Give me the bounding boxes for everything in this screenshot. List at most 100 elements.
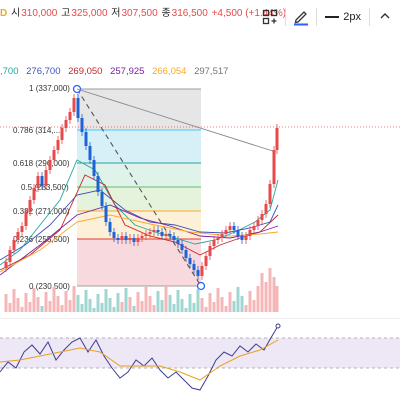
candlesticks bbox=[4, 94, 279, 280]
candle-body bbox=[148, 232, 152, 234]
volume-bar bbox=[108, 298, 112, 312]
fib-zone bbox=[77, 211, 201, 239]
candle-body bbox=[224, 230, 228, 234]
candle-body bbox=[92, 160, 96, 176]
add-widget-button[interactable] bbox=[259, 6, 281, 28]
candle-body bbox=[164, 234, 168, 236]
candle-body bbox=[220, 234, 224, 238]
volume-bar bbox=[172, 304, 176, 312]
candle-body bbox=[184, 250, 188, 258]
volume-bar bbox=[176, 290, 180, 312]
fib-zone bbox=[77, 163, 201, 187]
candle-body bbox=[156, 230, 160, 232]
candle-body bbox=[272, 150, 276, 184]
fib-label-0786: 0.786 (314,...) bbox=[13, 126, 63, 135]
volume-bar bbox=[24, 293, 28, 312]
candle-body bbox=[212, 240, 216, 246]
volume-bar bbox=[72, 286, 76, 312]
volume-bar bbox=[100, 303, 104, 312]
volume-bar bbox=[40, 306, 44, 312]
volume-bar bbox=[196, 289, 200, 312]
volume-bar bbox=[116, 293, 120, 312]
candle-body bbox=[16, 232, 20, 240]
rsi-line bbox=[0, 325, 279, 391]
line-width-icon bbox=[325, 16, 340, 18]
volume-bar bbox=[56, 296, 60, 312]
candle-body bbox=[32, 188, 36, 200]
volume-bar bbox=[168, 295, 172, 312]
volume-bar bbox=[256, 286, 260, 312]
candle-body bbox=[40, 176, 44, 186]
rsi-panel[interactable] bbox=[0, 318, 400, 400]
divider bbox=[285, 8, 287, 26]
interval-tag[interactable]: D bbox=[0, 8, 8, 19]
fib-anchor-handle[interactable] bbox=[196, 281, 206, 291]
fib-label-0618: 0.618 (296,000) bbox=[13, 159, 70, 168]
ma-value-4: 257,925 bbox=[110, 66, 145, 77]
volume-bar bbox=[156, 291, 160, 312]
candle-body bbox=[52, 150, 56, 160]
volume-bar bbox=[188, 294, 192, 312]
brush-icon bbox=[294, 11, 309, 26]
volume-bar bbox=[236, 287, 240, 312]
candle-body bbox=[88, 146, 92, 160]
candle-body bbox=[8, 250, 12, 262]
fib-label-0: 0 (230,500) bbox=[29, 282, 70, 291]
brush-color-button[interactable] bbox=[290, 6, 312, 28]
candle-body bbox=[96, 176, 100, 192]
volume-bar bbox=[92, 308, 96, 312]
open-label: 시 bbox=[11, 8, 21, 19]
candle-body bbox=[84, 132, 88, 146]
add-widget-icon bbox=[263, 9, 278, 25]
volume-bar bbox=[180, 299, 184, 312]
fib-label-0236: 0.236 (255,500) bbox=[13, 235, 70, 244]
volume-bar bbox=[64, 291, 68, 312]
candle-body bbox=[124, 236, 128, 240]
candle-body bbox=[188, 258, 192, 264]
volume-bar bbox=[164, 286, 168, 312]
trend-line[interactable] bbox=[76, 88, 277, 153]
candle-body bbox=[72, 98, 76, 112]
moving-average-legend: ,700 276,700 269,050 257,925 266,054 297… bbox=[0, 66, 233, 77]
candle-body bbox=[136, 238, 140, 242]
volume-bar bbox=[224, 306, 228, 312]
volume-bar bbox=[84, 290, 88, 312]
candle-body bbox=[64, 120, 68, 128]
collapse-button[interactable] bbox=[374, 6, 396, 28]
candle-body bbox=[128, 238, 132, 240]
candle-body bbox=[24, 212, 28, 226]
divider bbox=[369, 8, 370, 26]
volume-bar bbox=[212, 302, 216, 312]
volume-bar bbox=[128, 297, 132, 312]
moving-average-line bbox=[0, 159, 279, 266]
candle-body bbox=[140, 236, 144, 238]
candle-body bbox=[120, 236, 124, 240]
close-value: 316,500 bbox=[171, 8, 208, 19]
volume-bar bbox=[248, 291, 252, 312]
line-width-button[interactable]: 2px bbox=[321, 11, 365, 23]
fib-label-0382: 0.382 (271,000) bbox=[13, 207, 70, 216]
candle-body bbox=[28, 200, 32, 212]
volume-bar bbox=[76, 295, 80, 312]
volume-bar bbox=[160, 300, 164, 312]
ma-value-2: 276,700 bbox=[26, 66, 61, 77]
candle-body bbox=[232, 226, 236, 230]
fib-zone bbox=[77, 239, 201, 286]
volume-bar bbox=[184, 308, 188, 312]
volume-bar bbox=[96, 294, 100, 312]
volume-bar bbox=[28, 302, 32, 312]
candle-body bbox=[56, 140, 60, 150]
candle-body bbox=[108, 222, 112, 232]
candle-body bbox=[180, 244, 184, 250]
ma-value-6: 297,517 bbox=[194, 66, 229, 77]
candle-body bbox=[172, 236, 176, 240]
volume-bar bbox=[8, 303, 12, 312]
candle-body bbox=[244, 236, 248, 240]
rsi-signal-line bbox=[0, 339, 279, 381]
volume-bar bbox=[120, 302, 124, 312]
collapse-icon bbox=[380, 13, 390, 19]
candle-body bbox=[68, 112, 72, 120]
volume-bar bbox=[20, 307, 24, 312]
price-chart[interactable]: 1 (337,000) 0.786 (314,...) 0.618 (296,0… bbox=[0, 78, 400, 314]
candle-body bbox=[236, 230, 240, 236]
